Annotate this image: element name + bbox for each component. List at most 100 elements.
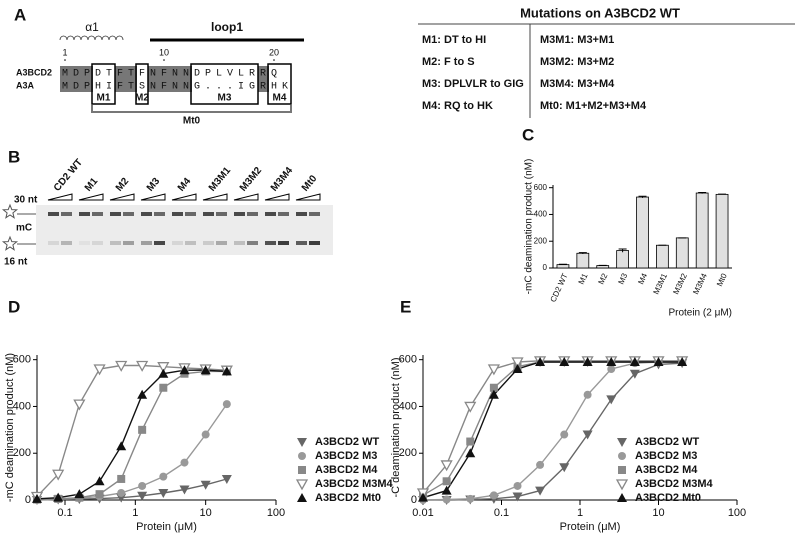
marker [489, 491, 498, 500]
band [123, 241, 134, 245]
error-bar [558, 263, 567, 266]
marker [677, 357, 688, 367]
identity-shade [82, 66, 93, 79]
x-tick-label: M3M2 [671, 271, 689, 295]
marker [618, 466, 626, 474]
marker [466, 437, 475, 446]
band [141, 241, 152, 245]
marker [441, 485, 452, 495]
marker [465, 448, 476, 458]
x-tick-label: M3M1 [652, 271, 670, 295]
bar [675, 237, 689, 269]
identity-shade [170, 79, 181, 92]
marker [93, 364, 106, 376]
table-cell: M2: F to S [422, 56, 475, 68]
bar [695, 192, 709, 269]
marker [298, 466, 306, 474]
marker [158, 488, 169, 498]
marker [442, 477, 451, 486]
identity-shade [126, 79, 137, 92]
identity-shade [71, 66, 82, 79]
table-cell: M3M2: M3+M2 [540, 56, 614, 68]
x-tick-label: 100 [267, 507, 285, 519]
band [110, 241, 121, 245]
marker [464, 401, 477, 413]
y-axis-label: -mC deamination product (nM) [524, 159, 535, 295]
table-cell: M3M4: M3+M4 [540, 78, 615, 90]
marker [298, 452, 306, 460]
lane-label: Mt0 [300, 173, 320, 194]
marker [115, 360, 128, 372]
marker [158, 368, 169, 378]
marker [617, 493, 627, 502]
marker [629, 369, 640, 379]
band [79, 212, 90, 216]
series-line [36, 369, 227, 500]
marker [116, 441, 127, 451]
band [265, 241, 276, 245]
ramp [47, 193, 73, 201]
sequence-name: A3A [16, 80, 35, 90]
band [92, 241, 103, 245]
error-bar [638, 195, 647, 198]
band [92, 212, 103, 216]
error-bar [598, 264, 607, 266]
band [185, 212, 196, 216]
marker [617, 438, 627, 447]
bracket [91, 105, 292, 113]
box-label: M2 [135, 93, 149, 104]
chart: 0 200 400 600-mC deamination product (nM) CD… [524, 159, 732, 319]
y-tick-label: 600 [534, 183, 548, 192]
star [1, 203, 19, 219]
ramp [295, 193, 321, 201]
identity-shade [60, 66, 71, 79]
bar [616, 250, 629, 269]
box-label: M1 [97, 93, 111, 104]
marker [117, 488, 126, 497]
error-bar [618, 248, 627, 253]
marker [513, 481, 522, 490]
y-axis-label: -mC deamination product (nM) [4, 353, 16, 502]
marker [582, 430, 593, 440]
x-tick-label: M1 [577, 271, 590, 285]
marker [53, 492, 64, 502]
identity-shade [258, 79, 269, 92]
y-tick-label: 400 [399, 400, 417, 412]
x-tick-label: 0.01 [412, 507, 433, 519]
band [61, 241, 72, 245]
band [172, 241, 183, 245]
series-line [36, 370, 227, 501]
marker [200, 480, 211, 490]
y-tick-label: 400 [13, 400, 31, 412]
band [110, 212, 121, 216]
x-tick-label: M2 [597, 271, 610, 285]
marker [618, 452, 626, 460]
legend-label: A3BCD2 M3M4 [315, 478, 394, 490]
marker [582, 357, 593, 367]
marker [629, 357, 640, 367]
band [247, 212, 258, 216]
band [172, 212, 183, 216]
lane-label: M2 [114, 176, 132, 194]
table-cell: M4: RQ to HK [422, 100, 493, 112]
y-tick-label: 0 [411, 494, 417, 506]
bar [596, 265, 610, 269]
bar [656, 244, 669, 269]
marker [536, 460, 545, 469]
position-dot [64, 59, 66, 61]
table-cell: Mt0: M1+M2+M3+M4 [540, 100, 647, 112]
marker [560, 430, 569, 439]
series-line [36, 364, 227, 497]
x-tick-label: 0.1 [494, 507, 509, 519]
marker [442, 495, 451, 504]
band [154, 241, 165, 245]
marker [136, 360, 149, 372]
gel-side-label: 30 nt [14, 195, 38, 206]
band [216, 212, 227, 216]
band [185, 241, 196, 245]
star [1, 235, 19, 251]
table-cell: M3M1: M3+M1 [540, 34, 614, 46]
marker [138, 425, 147, 434]
marker [117, 474, 126, 483]
